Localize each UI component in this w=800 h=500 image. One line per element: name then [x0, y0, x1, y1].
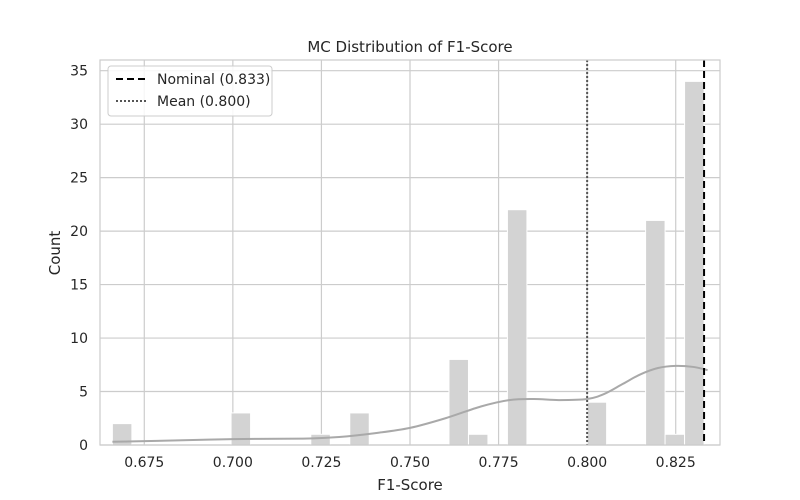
kde-curve	[112, 364, 708, 443]
histogram-bar	[467, 433, 489, 446]
kde-line	[112, 364, 708, 443]
histogram-bar	[230, 412, 252, 446]
histogram-bars	[111, 80, 705, 446]
chart-title: MC Distribution of F1-Score	[307, 38, 512, 56]
histogram-bar	[684, 80, 705, 446]
x-axis-label: F1-Score	[377, 476, 443, 494]
x-tick-label: 0.800	[567, 455, 607, 471]
x-tick-label: 0.750	[390, 455, 430, 471]
x-tick-label: 0.825	[656, 455, 696, 471]
x-tick-label: 0.675	[124, 455, 164, 471]
x-tick-label: 0.775	[479, 455, 519, 471]
y-tick-label: 5	[79, 385, 88, 401]
plot-frame	[99, 59, 721, 446]
reference-lines	[586, 60, 706, 445]
legend-box	[107, 65, 273, 117]
histogram-bar	[448, 358, 469, 446]
histogram-bar	[349, 412, 370, 446]
y-tick-label: 10	[70, 331, 88, 347]
histogram-bar	[664, 433, 686, 446]
y-tick-label: 15	[70, 278, 88, 294]
y-tick-label: 0	[79, 438, 88, 454]
histogram-bar	[645, 219, 666, 446]
y-tick-label: 25	[70, 171, 88, 187]
legend: Nominal (0.833) Mean (0.800)	[107, 65, 273, 117]
y-tick-labels: 0 5 10 15 20 25 30 35	[70, 64, 88, 454]
y-tick-label: 20	[70, 224, 88, 240]
x-tick-label: 0.725	[301, 455, 341, 471]
x-tick-label: 0.700	[213, 455, 253, 471]
histogram-bar	[310, 433, 331, 446]
y-axis-label: Count	[46, 231, 64, 276]
y-tick-label: 35	[70, 64, 88, 80]
x-tick-labels: 0.675 0.700 0.725 0.750 0.775 0.800 0.825	[124, 455, 696, 471]
legend-mean-label: Mean (0.800)	[157, 94, 251, 110]
histogram-bar	[506, 209, 528, 446]
y-tick-label: 30	[70, 117, 88, 133]
legend-nominal-label: Nominal (0.833)	[157, 72, 270, 88]
histogram-bar	[586, 401, 608, 446]
